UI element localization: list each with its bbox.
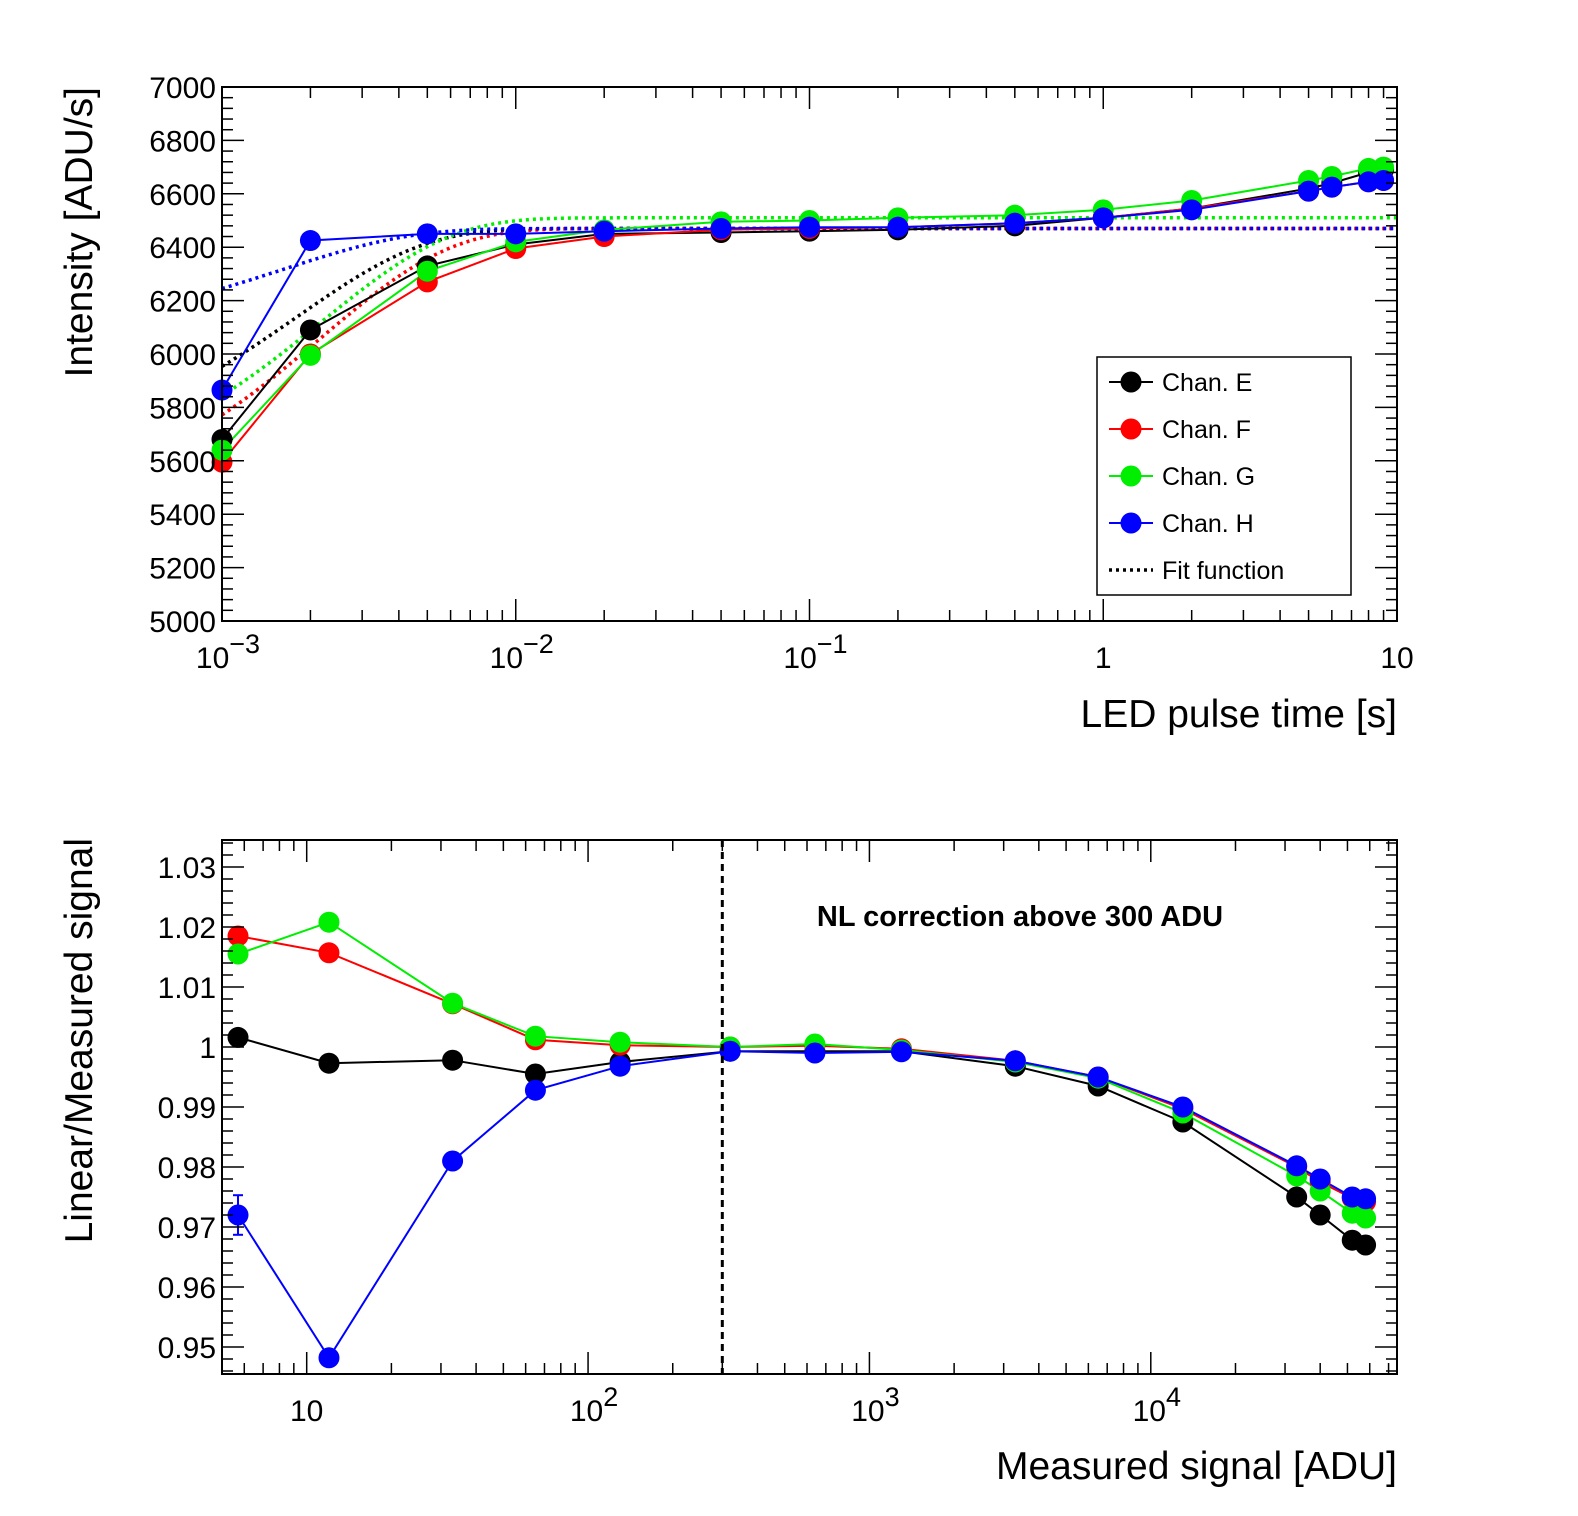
data-point xyxy=(318,942,340,964)
y-tick-label: 5800 xyxy=(149,392,216,425)
legend-marker xyxy=(1120,512,1142,534)
data-point xyxy=(1355,1234,1377,1256)
data-point xyxy=(1087,1066,1109,1088)
y-tick-label: 0.97 xyxy=(158,1212,216,1245)
x-tick-label: 10−1 xyxy=(783,629,847,675)
y-tick-label: 6200 xyxy=(149,286,216,319)
data-point xyxy=(442,992,464,1014)
intensity-vs-pulse-time-chart: 10−3 10−2 10−1 1 10 5000 5200 5400 5600 5800 6000… xyxy=(58,72,1414,736)
y-tick-label: 1.02 xyxy=(158,912,216,945)
data-point xyxy=(593,220,615,242)
x-tick-label: 10−3 xyxy=(196,629,260,675)
data-point xyxy=(1286,1186,1308,1208)
data-point xyxy=(1004,212,1026,234)
y-tick-label: 6400 xyxy=(149,232,216,265)
data-point xyxy=(505,223,527,245)
x-axis-title: Measured signal [ADU] xyxy=(996,1445,1397,1488)
data-point xyxy=(299,230,321,252)
y-tick-label: 1.03 xyxy=(158,852,216,885)
data-point xyxy=(609,1055,631,1077)
data-point xyxy=(442,1150,464,1172)
y-tick-label: 5600 xyxy=(149,446,216,479)
x-tick-label: 1 xyxy=(1095,642,1112,675)
data-point xyxy=(227,943,249,965)
annotation-text: NL correction above 300 ADU xyxy=(817,901,1223,933)
y-tick-label: 7000 xyxy=(149,72,216,105)
y-tick-label: 0.99 xyxy=(158,1092,216,1125)
data-point xyxy=(1004,1050,1026,1072)
data-point xyxy=(524,1025,546,1047)
x-axis-ticks: 10 102 103 104 xyxy=(221,840,1390,1428)
y-tick-label: 6000 xyxy=(149,339,216,372)
y-tick-label: 6600 xyxy=(149,179,216,212)
y-axis-ticks: 0.95 0.96 0.97 0.98 0.99 1 1.01 1.02 1.03 xyxy=(158,842,1397,1372)
data-point xyxy=(890,1041,912,1063)
legend-marker xyxy=(1120,418,1142,440)
x-axis-title: LED pulse time [s] xyxy=(1081,693,1397,736)
legend-label: Chan. E xyxy=(1162,369,1252,397)
data-point xyxy=(442,1049,464,1071)
y-axis-ticks: 5000 5200 5400 5600 5800 6000 6200 6400 6600 6800… xyxy=(149,72,1397,639)
legend: Chan. E Chan. F Chan. G Chan. H Fit function xyxy=(1096,356,1352,596)
data-point xyxy=(524,1063,546,1085)
data-point xyxy=(299,319,321,341)
data-point xyxy=(1355,1207,1377,1229)
series-markers xyxy=(227,911,1377,1369)
legend-label: Chan. G xyxy=(1162,463,1255,491)
data-point xyxy=(524,1079,546,1101)
data-point xyxy=(719,1040,741,1062)
data-point xyxy=(227,925,249,947)
data-point xyxy=(1355,1188,1377,1210)
data-point xyxy=(227,1204,249,1226)
y-tick-label: 0.95 xyxy=(158,1332,216,1365)
y-axis-title: Intensity [ADU/s] xyxy=(58,87,101,377)
x-tick-label: 10−2 xyxy=(490,629,554,675)
data-point xyxy=(1092,207,1114,229)
data-point xyxy=(1373,169,1395,191)
data-point xyxy=(318,1347,340,1369)
data-point xyxy=(416,223,438,245)
data-point xyxy=(609,1031,631,1053)
data-point xyxy=(318,911,340,933)
x-tick-label: 10 xyxy=(290,1395,323,1428)
y-tick-label: 6800 xyxy=(149,125,216,158)
y-tick-label: 1 xyxy=(199,1032,216,1065)
y-tick-label: 5400 xyxy=(149,499,216,532)
data-point xyxy=(1358,171,1380,193)
linearity-ratio-chart: NL correction above 300 ADU 10 102 103 104 … xyxy=(58,838,1398,1488)
legend-marker xyxy=(1120,371,1142,393)
data-point xyxy=(1321,176,1343,198)
legend-label: Chan. F xyxy=(1162,416,1251,444)
data-point xyxy=(710,218,732,240)
y-tick-label: 5200 xyxy=(149,553,216,586)
y-axis-title: Linear/Measured signal xyxy=(58,838,101,1243)
legend-marker xyxy=(1120,465,1142,487)
data-point xyxy=(799,216,820,238)
y-tick-label: 0.98 xyxy=(158,1152,216,1185)
data-point xyxy=(299,344,321,366)
legend-label: Fit function xyxy=(1162,557,1284,585)
data-point xyxy=(1172,1096,1194,1118)
data-point xyxy=(1286,1155,1308,1177)
y-tick-label: 5000 xyxy=(149,606,216,639)
data-point xyxy=(1309,1168,1331,1190)
y-tick-label: 1.01 xyxy=(158,972,216,1005)
data-point xyxy=(1181,199,1203,221)
data-point xyxy=(1298,180,1320,202)
data-point xyxy=(227,1026,249,1048)
x-tick-label: 104 xyxy=(1133,1382,1181,1428)
y-tick-label: 0.96 xyxy=(158,1272,216,1305)
legend-label: Chan. H xyxy=(1162,510,1254,538)
x-tick-label: 102 xyxy=(570,1382,618,1428)
x-axis-ticks: 10−3 10−2 10−1 1 10 xyxy=(196,87,1414,675)
data-point xyxy=(804,1042,826,1064)
x-tick-label: 10 xyxy=(1380,642,1413,675)
data-point xyxy=(416,260,438,282)
x-tick-label: 103 xyxy=(851,1382,899,1428)
data-point xyxy=(887,216,909,238)
data-point xyxy=(318,1052,340,1074)
data-point xyxy=(1309,1204,1331,1226)
